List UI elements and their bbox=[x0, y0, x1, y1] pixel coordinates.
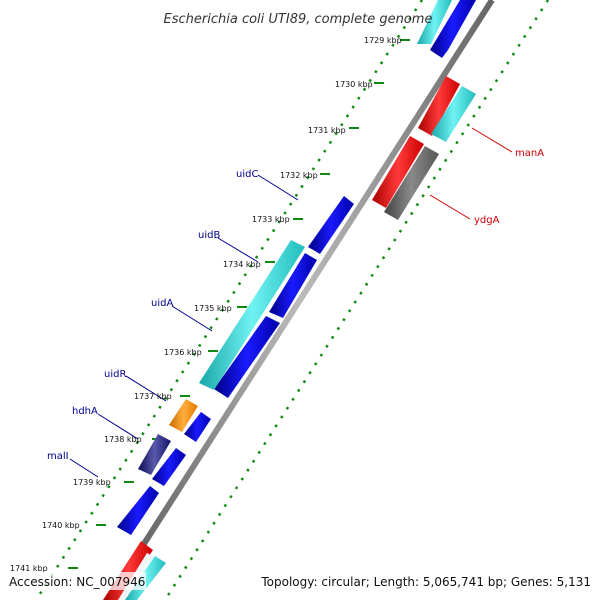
gene-navy-striped[interactable] bbox=[138, 434, 171, 475]
gene-hdhA[interactable] bbox=[152, 448, 186, 486]
gene-uidR[interactable] bbox=[184, 412, 211, 442]
right-gene-labels[interactable]: manA ydgA bbox=[474, 148, 544, 226]
genome-backbone bbox=[105, 0, 495, 600]
gene-orange[interactable] bbox=[169, 399, 198, 432]
gene-uidA[interactable] bbox=[214, 316, 280, 398]
leader-manA bbox=[471, 127, 513, 153]
gene-label-ydgA[interactable]: ydgA bbox=[474, 215, 500, 226]
tick-label: 1730 kbp bbox=[335, 80, 373, 89]
left-leaders bbox=[69, 174, 299, 478]
gene-features-outer[interactable] bbox=[372, 76, 476, 220]
tick-label: 1729 kbp bbox=[364, 36, 402, 45]
tick-labels: 1729 kbp 1730 kbp 1731 kbp 1732 kbp 1733… bbox=[10, 36, 402, 573]
gene-top-blue[interactable] bbox=[430, 0, 476, 58]
left-gene-labels[interactable]: uidC uidB uidA uidR hdhA malI bbox=[47, 169, 258, 462]
tick-label: 1738 kbp bbox=[104, 435, 142, 444]
gene-manA-red[interactable] bbox=[418, 76, 460, 136]
tick-label: 1732 kbp bbox=[280, 171, 318, 180]
inner-dotted-guide bbox=[34, 0, 424, 600]
map-title: Escherichia coli UTI89, complete genome bbox=[164, 12, 433, 27]
gene-uidB[interactable] bbox=[269, 253, 317, 318]
gene-ydgA-red[interactable] bbox=[372, 136, 424, 208]
tick-label: 1733 kbp bbox=[252, 215, 290, 224]
topology-summary: Topology: circular; Length: 5,065,741 bp… bbox=[260, 575, 591, 589]
gene-label-uidB[interactable]: uidB bbox=[198, 230, 220, 241]
gene-top-cyan[interactable] bbox=[417, 0, 452, 44]
tick-label: 1741 kbp bbox=[10, 564, 48, 573]
gene-label-malI[interactable]: malI bbox=[47, 451, 69, 462]
gene-manA-cyan[interactable] bbox=[431, 86, 476, 142]
gene-malI[interactable] bbox=[117, 486, 159, 535]
gene-cyan-long[interactable] bbox=[199, 240, 305, 390]
tick-label: 1740 kbp bbox=[42, 521, 80, 530]
gene-label-hdhA[interactable]: hdhA bbox=[72, 406, 98, 417]
outer-dotted-guide bbox=[163, 0, 550, 600]
tick-label: 1736 kbp bbox=[164, 348, 202, 357]
gene-uidC[interactable] bbox=[308, 196, 354, 254]
tick-label: 1735 kbp bbox=[194, 304, 232, 313]
gene-label-uidC[interactable]: uidC bbox=[236, 169, 258, 180]
gene-label-uidR[interactable]: uidR bbox=[104, 369, 126, 380]
gene-ydgA-gray[interactable] bbox=[384, 146, 439, 220]
tick-label: 1739 kbp bbox=[73, 478, 111, 487]
tick-marks bbox=[68, 39, 410, 569]
leader-ydgA bbox=[429, 194, 471, 220]
tick-label: 1737 kbp bbox=[134, 392, 172, 401]
gene-label-uidA[interactable]: uidA bbox=[151, 298, 173, 309]
tick-label: 1731 kbp bbox=[308, 126, 346, 135]
tick-label: 1734 kbp bbox=[223, 260, 261, 269]
footer-backdrop-left bbox=[6, 572, 146, 590]
gene-label-manA[interactable]: manA bbox=[515, 148, 544, 159]
accession-text: Accession: NC_007946 bbox=[9, 575, 145, 589]
